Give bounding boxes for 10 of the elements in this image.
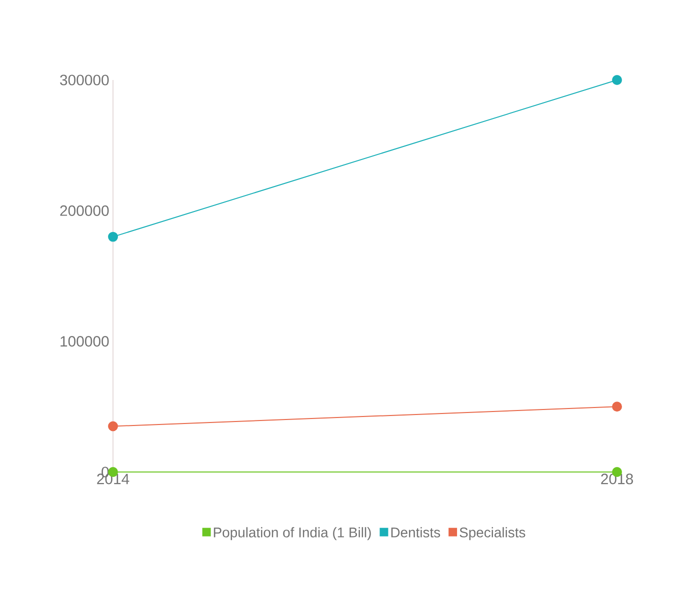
point <box>612 402 622 412</box>
legend-label: Dentists <box>391 527 440 538</box>
point <box>612 75 622 85</box>
point <box>108 421 118 432</box>
y-tick-label: 300000 <box>60 74 109 86</box>
point <box>108 232 118 242</box>
y-tick-label: 100000 <box>60 336 109 347</box>
legend-label: Specialists <box>460 527 526 540</box>
legend-label: Population of India (1 Bill) <box>214 527 371 540</box>
y-tick-label: 200000 <box>60 205 109 216</box>
